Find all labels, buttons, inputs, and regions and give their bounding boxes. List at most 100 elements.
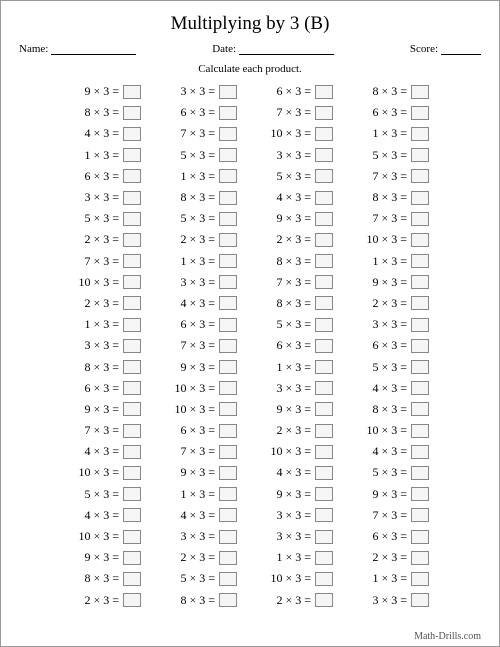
answer-box[interactable] <box>315 254 333 268</box>
answer-box[interactable] <box>411 487 429 501</box>
answer-box[interactable] <box>219 551 237 565</box>
date-line[interactable] <box>239 43 334 55</box>
answer-box[interactable] <box>315 191 333 205</box>
answer-box[interactable] <box>219 530 237 544</box>
answer-box[interactable] <box>411 445 429 459</box>
answer-box[interactable] <box>315 593 333 607</box>
answer-box[interactable] <box>219 127 237 141</box>
answer-box[interactable] <box>315 445 333 459</box>
answer-box[interactable] <box>123 424 141 438</box>
answer-box[interactable] <box>411 191 429 205</box>
answer-box[interactable] <box>219 275 237 289</box>
answer-box[interactable] <box>123 106 141 120</box>
answer-box[interactable] <box>123 296 141 310</box>
answer-box[interactable] <box>219 445 237 459</box>
answer-box[interactable] <box>123 508 141 522</box>
answer-box[interactable] <box>411 424 429 438</box>
answer-box[interactable] <box>315 212 333 226</box>
answer-box[interactable] <box>123 318 141 332</box>
answer-box[interactable] <box>411 339 429 353</box>
answer-box[interactable] <box>219 85 237 99</box>
answer-box[interactable] <box>123 212 141 226</box>
answer-box[interactable] <box>315 466 333 480</box>
answer-box[interactable] <box>123 445 141 459</box>
answer-box[interactable] <box>411 275 429 289</box>
answer-box[interactable] <box>123 233 141 247</box>
answer-box[interactable] <box>219 106 237 120</box>
answer-box[interactable] <box>411 296 429 310</box>
answer-box[interactable] <box>411 381 429 395</box>
answer-box[interactable] <box>123 85 141 99</box>
answer-box[interactable] <box>315 424 333 438</box>
answer-box[interactable] <box>123 572 141 586</box>
answer-box[interactable] <box>219 233 237 247</box>
answer-box[interactable] <box>219 360 237 374</box>
answer-box[interactable] <box>315 85 333 99</box>
answer-box[interactable] <box>123 148 141 162</box>
answer-box[interactable] <box>315 530 333 544</box>
answer-box[interactable] <box>411 254 429 268</box>
answer-box[interactable] <box>123 551 141 565</box>
answer-box[interactable] <box>411 169 429 183</box>
answer-box[interactable] <box>411 85 429 99</box>
answer-box[interactable] <box>315 402 333 416</box>
answer-box[interactable] <box>123 487 141 501</box>
answer-box[interactable] <box>315 572 333 586</box>
answer-box[interactable] <box>123 530 141 544</box>
answer-box[interactable] <box>123 169 141 183</box>
answer-box[interactable] <box>315 148 333 162</box>
answer-box[interactable] <box>411 530 429 544</box>
answer-box[interactable] <box>219 296 237 310</box>
answer-box[interactable] <box>219 254 237 268</box>
answer-box[interactable] <box>315 318 333 332</box>
answer-box[interactable] <box>411 466 429 480</box>
answer-box[interactable] <box>123 275 141 289</box>
answer-box[interactable] <box>123 254 141 268</box>
answer-box[interactable] <box>315 296 333 310</box>
answer-box[interactable] <box>219 508 237 522</box>
answer-box[interactable] <box>123 339 141 353</box>
answer-box[interactable] <box>411 360 429 374</box>
answer-box[interactable] <box>411 402 429 416</box>
answer-box[interactable] <box>411 127 429 141</box>
answer-box[interactable] <box>219 466 237 480</box>
answer-box[interactable] <box>411 233 429 247</box>
answer-box[interactable] <box>411 106 429 120</box>
answer-box[interactable] <box>123 402 141 416</box>
score-line[interactable] <box>441 43 481 55</box>
answer-box[interactable] <box>219 339 237 353</box>
answer-box[interactable] <box>219 402 237 416</box>
answer-box[interactable] <box>411 318 429 332</box>
name-line[interactable] <box>51 43 136 55</box>
answer-box[interactable] <box>123 466 141 480</box>
answer-box[interactable] <box>123 593 141 607</box>
answer-box[interactable] <box>315 360 333 374</box>
answer-box[interactable] <box>123 381 141 395</box>
answer-box[interactable] <box>123 360 141 374</box>
answer-box[interactable] <box>411 593 429 607</box>
answer-box[interactable] <box>219 318 237 332</box>
answer-box[interactable] <box>411 148 429 162</box>
answer-box[interactable] <box>315 233 333 247</box>
answer-box[interactable] <box>315 106 333 120</box>
answer-box[interactable] <box>315 169 333 183</box>
answer-box[interactable] <box>411 212 429 226</box>
answer-box[interactable] <box>315 381 333 395</box>
answer-box[interactable] <box>123 191 141 205</box>
answer-box[interactable] <box>219 572 237 586</box>
answer-box[interactable] <box>219 212 237 226</box>
answer-box[interactable] <box>219 381 237 395</box>
answer-box[interactable] <box>411 551 429 565</box>
answer-box[interactable] <box>123 127 141 141</box>
answer-box[interactable] <box>219 487 237 501</box>
answer-box[interactable] <box>315 487 333 501</box>
answer-box[interactable] <box>315 551 333 565</box>
answer-box[interactable] <box>315 275 333 289</box>
answer-box[interactable] <box>219 424 237 438</box>
answer-box[interactable] <box>411 572 429 586</box>
answer-box[interactable] <box>315 127 333 141</box>
answer-box[interactable] <box>315 508 333 522</box>
answer-box[interactable] <box>411 508 429 522</box>
answer-box[interactable] <box>219 148 237 162</box>
answer-box[interactable] <box>219 169 237 183</box>
